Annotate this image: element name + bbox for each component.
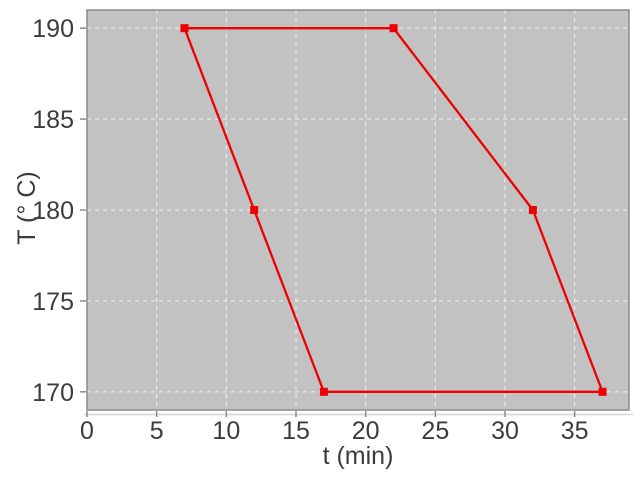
x-tick-label: 20 <box>352 417 380 445</box>
x-tick-label: 10 <box>212 417 240 445</box>
y-axis-title: T (° C) <box>13 171 41 245</box>
x-tick-label: 35 <box>561 417 589 445</box>
x-tick-label: 30 <box>491 417 519 445</box>
x-tick-label: 25 <box>421 417 449 445</box>
y-tick-label: 185 <box>32 106 74 134</box>
plot-border <box>86 9 630 411</box>
data-point-marker <box>389 24 398 33</box>
x-axis-title: t (min) <box>322 442 394 470</box>
x-tick-label: 5 <box>150 417 164 445</box>
x-tick-label: 15 <box>282 417 310 445</box>
data-point-marker <box>598 387 607 396</box>
x-tick-label: 0 <box>80 417 94 445</box>
data-point-marker <box>180 24 189 33</box>
data-point-marker <box>250 206 259 214</box>
y-tick-label: 180 <box>32 197 74 225</box>
y-tick-label: 190 <box>32 15 74 43</box>
data-point-marker <box>319 387 328 396</box>
data-point-marker <box>528 206 537 214</box>
y-tick-label: 175 <box>32 288 74 316</box>
y-tick-label: 170 <box>32 379 74 407</box>
